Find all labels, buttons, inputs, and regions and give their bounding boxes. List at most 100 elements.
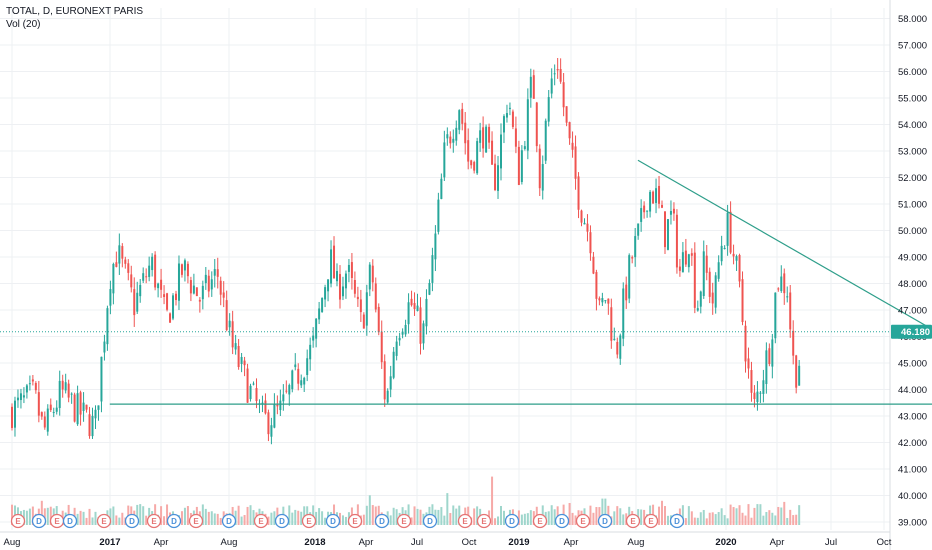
dividend-marker[interactable]: D: [221, 513, 237, 529]
volume-bar: [443, 515, 446, 525]
volume-bar: [687, 506, 690, 525]
earnings-marker[interactable]: E: [476, 513, 492, 529]
dividend-marker[interactable]: D: [325, 513, 341, 529]
marker-circle: [476, 513, 492, 529]
dividend-marker[interactable]: D: [504, 513, 520, 529]
dividend-marker[interactable]: D: [554, 513, 570, 529]
candle-body: [622, 288, 625, 339]
candle-body: [243, 360, 246, 366]
candle-body: [738, 255, 741, 282]
volume-bar: [732, 507, 735, 525]
volume-bar: [768, 510, 771, 525]
volume-bar: [392, 507, 395, 525]
candle-body: [568, 122, 571, 139]
earnings-marker[interactable]: E: [532, 513, 548, 529]
dividend-marker[interactable]: D: [31, 513, 47, 529]
candle-body: [127, 263, 130, 273]
volume-bar: [777, 506, 780, 525]
earnings-marker[interactable]: E: [10, 513, 26, 529]
volume-bar: [344, 516, 347, 525]
marker-letter: D: [67, 517, 73, 526]
symbol-title[interactable]: TOTAL, D, EURONEXT PARIS: [6, 6, 144, 17]
candle-body: [16, 397, 19, 401]
candle-body: [744, 325, 747, 362]
earnings-marker[interactable]: E: [396, 513, 412, 529]
candle-body: [318, 308, 321, 320]
price-axis[interactable]: 39.000 40.000 41.000 42.000 43.000 44.000 45.0…: [891, 14, 932, 529]
volume-bar: [476, 506, 479, 525]
candle-body: [285, 390, 288, 392]
candle-body: [729, 211, 732, 253]
volume-bar: [738, 505, 741, 525]
price-tick-label: 56.000: [898, 67, 927, 78]
dividend-marker[interactable]: D: [422, 513, 438, 529]
volume-bar: [455, 508, 458, 525]
earnings-marker[interactable]: E: [347, 513, 363, 529]
earnings-marker[interactable]: E: [643, 513, 659, 529]
candle-body: [344, 273, 347, 289]
candle-body: [678, 266, 681, 271]
candle-body: [383, 361, 386, 400]
time-tick-label: Aug: [221, 537, 238, 548]
candle-body: [157, 283, 160, 289]
candle-body: [750, 370, 753, 393]
candle-body: [434, 233, 437, 260]
candle-body: [604, 300, 607, 302]
volume-bar: [136, 504, 139, 525]
candle-body: [431, 255, 434, 283]
candle-body: [565, 106, 568, 123]
candle-body: [240, 357, 243, 364]
earnings-marker[interactable]: E: [625, 513, 641, 529]
candle-body: [398, 337, 401, 341]
candle-body: [777, 288, 780, 290]
candle-body: [291, 370, 294, 390]
dividend-marker[interactable]: D: [669, 513, 685, 529]
candle-body: [693, 252, 696, 308]
candle-body: [115, 262, 118, 267]
earnings-marker[interactable]: E: [188, 513, 204, 529]
candle-body: [500, 134, 502, 169]
candle-body: [52, 412, 55, 414]
candle-body: [43, 416, 46, 428]
dividend-marker[interactable]: D: [374, 513, 390, 529]
earnings-marker[interactable]: E: [96, 513, 112, 529]
candle-body: [786, 296, 789, 298]
earnings-marker[interactable]: E: [253, 513, 269, 529]
time-axis[interactable]: Aug 2017 Apr Aug 2018 Apr Jul Oct 2019 Apr Aug 2020…: [4, 537, 892, 548]
dividend-marker[interactable]: D: [124, 513, 140, 529]
price-tick-label: 54.000: [898, 120, 927, 131]
volume-indicator-label[interactable]: Vol (20): [6, 19, 41, 30]
volume-bar: [574, 515, 577, 525]
dividend-marker[interactable]: D: [597, 513, 613, 529]
dividend-marker[interactable]: D: [166, 513, 182, 529]
time-tick-label: Apr: [359, 537, 374, 548]
candle-body: [535, 102, 538, 147]
candle-body: [455, 127, 458, 141]
volume-bar: [88, 508, 91, 525]
earnings-marker[interactable]: E: [146, 513, 162, 529]
candle-body: [655, 188, 658, 203]
candle-body: [255, 388, 258, 402]
volume-bar: [371, 505, 374, 525]
dividend-marker[interactable]: D: [62, 513, 78, 529]
volume-bar: [297, 510, 300, 525]
volume-bar: [765, 511, 768, 525]
price-tick-label: 45.000: [898, 359, 927, 370]
volume-bar: [437, 509, 440, 525]
trendlines[interactable]: [109, 159, 932, 405]
earnings-marker[interactable]: E: [575, 513, 591, 529]
earnings-marker[interactable]: E: [49, 513, 65, 529]
candle-body: [652, 191, 655, 204]
volume-bar: [416, 508, 419, 525]
time-tick-label: 2019: [508, 537, 529, 548]
volume-bar: [753, 507, 756, 525]
volume-bar: [407, 504, 410, 525]
earnings-marker[interactable]: E: [457, 513, 473, 529]
candle-body: [380, 331, 383, 363]
earnings-marker[interactable]: E: [301, 513, 317, 529]
volume-bar: [237, 505, 240, 525]
dividend-marker[interactable]: D: [274, 513, 290, 529]
marker-letter: E: [580, 517, 586, 526]
